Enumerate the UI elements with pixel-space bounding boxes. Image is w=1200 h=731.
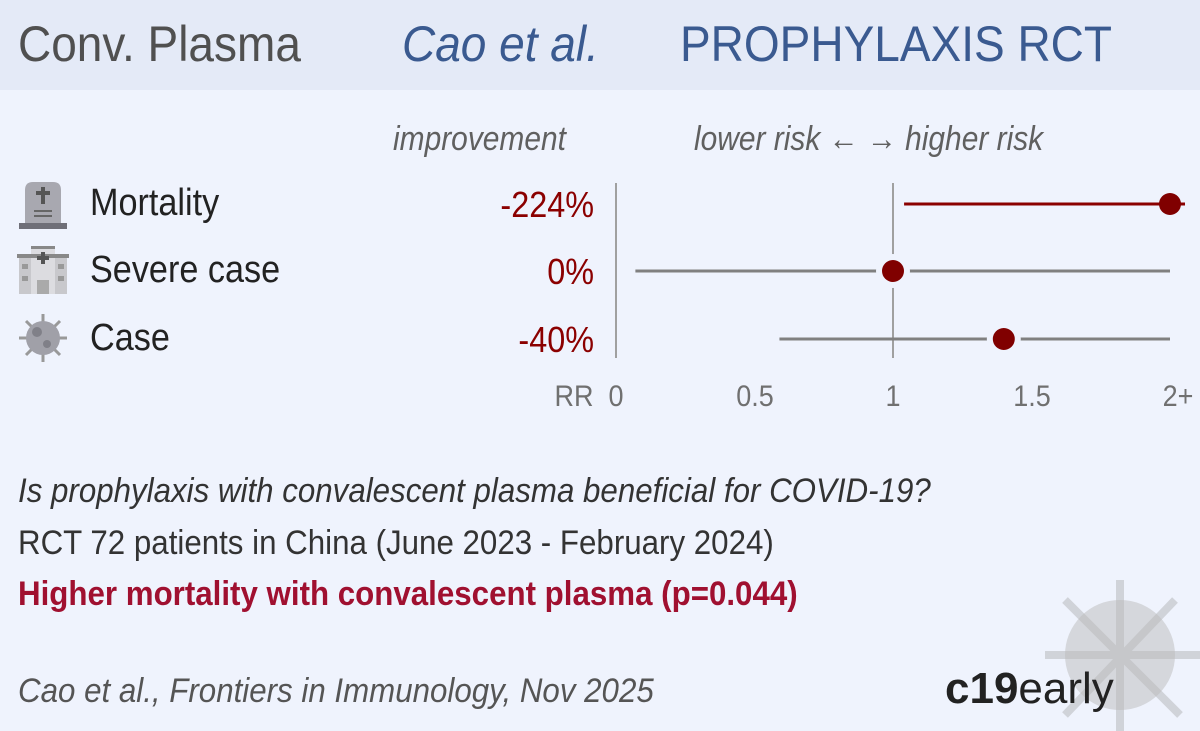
summary-question: Is prophylaxis with convalescent plasma …	[18, 472, 931, 510]
tick-label: 0	[608, 380, 624, 413]
row-label-severe-case: Severe case	[90, 249, 281, 291]
design-title: PROPHYLAXIS RCT	[680, 16, 1112, 72]
hospital-icon	[17, 246, 69, 294]
tick-label: 1.5	[1012, 380, 1051, 413]
citation: Cao et al., Frontiers in Immunology, Nov…	[18, 672, 654, 710]
logo-rest: early	[1018, 664, 1114, 713]
point-estimate-1	[882, 260, 904, 282]
row-label-case: Case	[90, 317, 170, 359]
logo-bold: c19	[945, 664, 1019, 713]
point-estimate-2	[992, 328, 1015, 350]
summary-conclusion: Higher mortality with convalescent plasm…	[18, 575, 798, 613]
axis-label: RR	[554, 380, 594, 413]
virus-icon	[19, 314, 67, 362]
tick-label: 2+	[1162, 380, 1194, 413]
treatment-title: Conv. Plasma	[18, 16, 301, 72]
improvement-header: improvement	[393, 120, 566, 158]
forest-plot	[615, 183, 1185, 358]
improvement-case: -40%	[518, 319, 594, 360]
tombstone-icon	[19, 182, 67, 229]
risk-header: lower risk ← → higher risk	[694, 120, 1044, 158]
author-title: Cao et al.	[402, 16, 599, 72]
tick-label: 1	[885, 380, 901, 413]
tick-label: 0.5	[735, 380, 774, 413]
header: Conv. Plasma Cao et al. PROPHYLAXIS RCT	[0, 0, 1200, 90]
point-estimate-0	[1159, 193, 1181, 215]
improvement-mortality: -224%	[500, 184, 594, 225]
summary-details: RCT 72 patients in China (June 2023 - Fe…	[18, 524, 774, 562]
improvement-severe-case: 0%	[547, 251, 594, 292]
row-label-mortality: Mortality	[90, 182, 220, 224]
c19early-logo: c19early	[945, 664, 1114, 714]
